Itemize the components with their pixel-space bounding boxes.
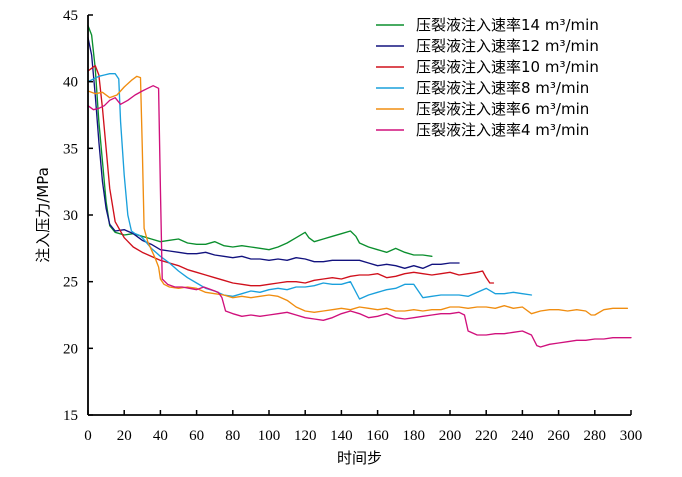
x-tick-label-10: 200: [439, 428, 462, 444]
x-tick-label-11: 220: [475, 428, 498, 444]
legend-label-2: 压裂液注入速率12 m³/min: [416, 37, 599, 55]
x-tick-label-9: 180: [403, 428, 426, 444]
x-tick-label-4: 80: [225, 428, 240, 444]
x-axis-ticks: 0 20 40 60 80 100 120 140 160 180 200 220 240 260 280 3…: [84, 410, 642, 444]
x-tick-label-7: 140: [330, 428, 353, 444]
y-axis-ticks: 15 20 25 30 35 40 45: [63, 8, 93, 424]
x-tick-label-6: 120: [294, 428, 317, 444]
legend-label-1: 压裂液注入速率14 m³/min: [416, 16, 599, 34]
series-line-6: [87, 84, 632, 348]
legend: 压裂液注入速率14 m³/min 压裂液注入速率12 m³/min 压裂液注入速率1…: [376, 16, 599, 139]
series-line-3: [87, 64, 495, 287]
y-tick-label-0: 15: [63, 408, 78, 424]
series-line-5: [87, 75, 629, 316]
series-line-4: [87, 72, 533, 300]
legend-label-6: 压裂液注入速率4 m³/min: [416, 121, 589, 139]
x-tick-label-5: 100: [258, 428, 281, 444]
y-tick-label-4: 35: [63, 141, 78, 157]
series-line-1: [87, 24, 433, 258]
y-tick-label-1: 20: [63, 341, 78, 357]
x-tick-label-13: 260: [547, 428, 570, 444]
legend-label-3: 压裂液注入速率10 m³/min: [416, 58, 599, 76]
x-tick-label-14: 280: [584, 428, 607, 444]
series-line-2: [87, 36, 460, 270]
axis-layer: 0 20 40 60 80 100 120 140 160 180 200 220 240 260 280 3…: [63, 8, 642, 444]
x-tick-label-1: 20: [117, 428, 132, 444]
y-tick-label-5: 40: [63, 75, 78, 91]
x-tick-label-15: 300: [620, 428, 643, 444]
x-tick-label-3: 60: [189, 428, 204, 444]
y-tick-label-2: 25: [63, 275, 78, 291]
series-layer: [87, 24, 632, 348]
y-tick-label-3: 30: [63, 208, 78, 224]
x-tick-label-8: 160: [366, 428, 389, 444]
legend-label-4: 压裂液注入速率8 m³/min: [416, 79, 589, 97]
x-tick-label-2: 40: [153, 428, 168, 444]
y-axis-title: 注入压力/MPa: [34, 167, 52, 263]
x-axis-title: 时间步: [337, 449, 382, 467]
y-tick-label-6: 45: [63, 8, 78, 24]
x-tick-label-12: 240: [511, 428, 534, 444]
x-tick-label-0: 0: [84, 428, 92, 444]
legend-label-5: 压裂液注入速率6 m³/min: [416, 100, 589, 118]
